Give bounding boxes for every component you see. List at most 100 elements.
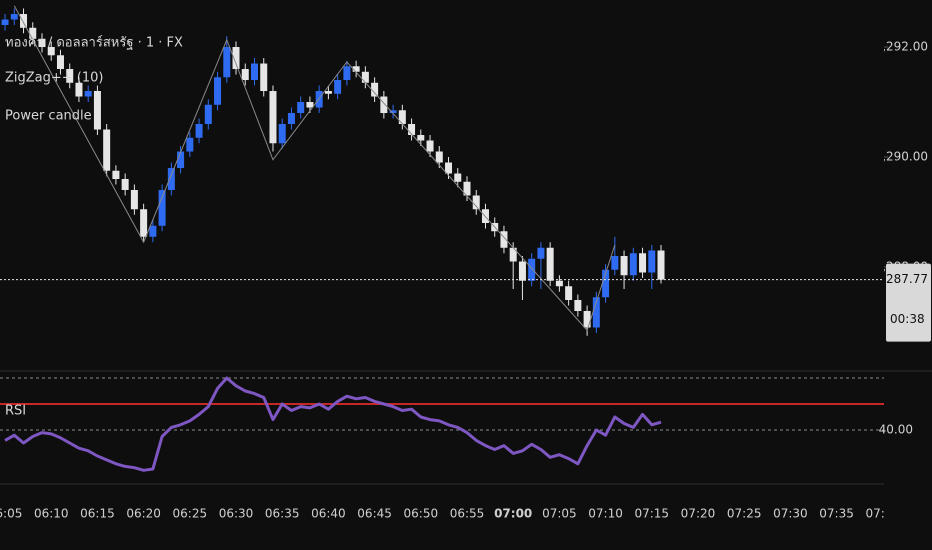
x-tick-label: 06:55 xyxy=(450,507,485,521)
candle-body xyxy=(287,113,295,125)
rsi-line xyxy=(4,376,662,472)
candle-body xyxy=(149,225,157,237)
x-tick-label: 07:30 xyxy=(773,507,808,521)
candle-body xyxy=(629,253,637,276)
zigzag-line xyxy=(13,5,616,332)
candle-body xyxy=(472,195,480,210)
candle-body xyxy=(278,124,286,144)
candle-body xyxy=(602,269,610,298)
candle-body xyxy=(509,247,517,262)
candle-body xyxy=(657,250,665,280)
candle-body xyxy=(352,66,360,72)
candle-body xyxy=(103,129,111,171)
candle-body xyxy=(518,261,526,281)
rsi-title: RSI xyxy=(5,404,26,419)
y-tick-label: 3,292.00 xyxy=(875,40,928,54)
candle-body xyxy=(112,170,120,180)
candle-body xyxy=(47,47,55,56)
candle-body xyxy=(167,168,175,191)
x-tick-label: 06:15 xyxy=(80,507,115,521)
x-tick-label: 07:15 xyxy=(634,507,669,521)
countdown-label: 00:38 xyxy=(890,312,925,326)
candle-body xyxy=(408,124,416,136)
candle-body xyxy=(223,47,231,78)
time-axis: 06:05 06:10 06:15 06:20 06:25 06:30 06:35 06:40… xyxy=(0,483,900,521)
candle-body xyxy=(195,124,203,138)
candle-body xyxy=(250,63,258,81)
price-axis: 3,286.003,288.003,290.003,292.003,287.77… xyxy=(875,40,931,383)
x-tick-label: 06:05 xyxy=(0,507,22,521)
candle-body xyxy=(648,250,656,273)
candle-body xyxy=(10,14,18,20)
candle-body xyxy=(445,162,453,174)
candle-body xyxy=(620,255,628,276)
candle-body xyxy=(426,140,434,152)
candle-body xyxy=(306,102,314,108)
candle-body xyxy=(324,91,332,94)
candle-body xyxy=(398,110,406,125)
candle-body xyxy=(380,96,388,114)
candle-body xyxy=(500,231,508,248)
candle-body xyxy=(611,255,619,270)
candle-body xyxy=(463,181,471,196)
candle-body xyxy=(241,69,249,81)
candle-body xyxy=(232,47,240,70)
candle-body xyxy=(29,27,37,39)
candle-body xyxy=(371,82,379,97)
candle-body xyxy=(389,110,397,114)
candle-body xyxy=(555,280,563,287)
candle-body xyxy=(361,71,369,83)
candle-body xyxy=(214,77,222,105)
y-tick-label: 3,290.00 xyxy=(875,150,928,164)
candle-body xyxy=(130,190,138,210)
candle-body xyxy=(158,190,166,226)
x-tick-label: 06:40 xyxy=(311,507,346,521)
x-tick-label: 07:20 xyxy=(681,507,716,521)
candle-body xyxy=(93,91,101,130)
candle-body xyxy=(343,66,351,81)
candle-body xyxy=(297,102,305,114)
x-tick-label: 07:35 xyxy=(819,507,854,521)
x-tick-label: 06:25 xyxy=(173,507,208,521)
rsi-axis: 40.00 xyxy=(879,423,913,437)
candle-body xyxy=(583,310,591,328)
last-price-box xyxy=(886,263,931,342)
candle-body xyxy=(66,69,74,83)
candle-body xyxy=(260,63,268,92)
legend: ทองคำ / ดอลลาร์สหรัฐ · 1 · FX ZigZag++ (… xyxy=(5,35,183,419)
candle-body xyxy=(140,209,148,237)
x-tick-label: 06:50 xyxy=(404,507,439,521)
candle-body xyxy=(334,80,342,94)
x-tick-label: 06:30 xyxy=(219,507,254,521)
x-tick-label: 06:35 xyxy=(265,507,300,521)
x-tick-label: 06:45 xyxy=(357,507,392,521)
x-tick-label: 07:10 xyxy=(588,507,623,521)
x-tick-label: 06:10 xyxy=(34,507,69,521)
candle-body xyxy=(269,91,277,144)
candle-body xyxy=(1,19,9,26)
x-tick-label: 07:05 xyxy=(542,507,577,521)
indicator-label: Power candle xyxy=(5,109,92,124)
indicator-label: ZigZag++ (10) xyxy=(5,71,104,86)
price-pane xyxy=(0,5,884,336)
candle-body xyxy=(177,151,185,169)
candle-body xyxy=(574,299,582,311)
x-tick-label: 07:25 xyxy=(727,507,762,521)
candle-body xyxy=(186,137,194,152)
candle-body xyxy=(20,14,28,28)
candle-body xyxy=(454,173,462,182)
rsi-pane xyxy=(0,376,884,472)
candle-body xyxy=(417,135,425,141)
y-tick-label: 3,286.00 xyxy=(875,369,928,383)
candle-body xyxy=(639,253,647,273)
candle-body xyxy=(565,286,573,300)
y-tick-label: 40.00 xyxy=(879,423,913,437)
candle-body xyxy=(38,38,46,48)
candle-body xyxy=(204,104,212,125)
x-tick-label: 07:00 xyxy=(494,507,532,521)
symbol-title: ทองคำ / ดอลลาร์สหรัฐ · 1 · FX xyxy=(5,35,183,51)
candle-body xyxy=(528,258,536,281)
axis-corner xyxy=(884,485,932,550)
